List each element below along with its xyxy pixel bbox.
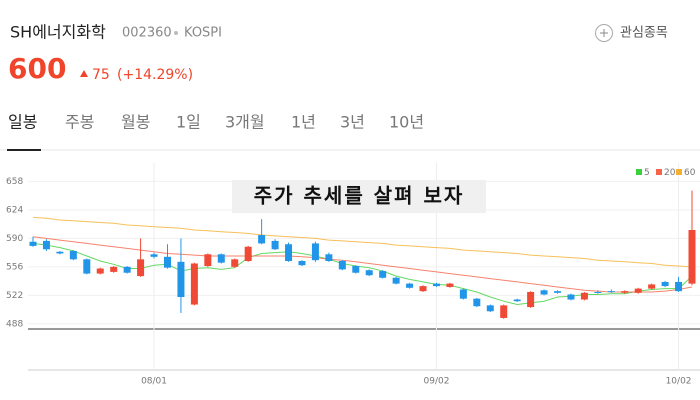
- candle-body: [96, 268, 104, 274]
- plus-icon: [600, 29, 608, 37]
- candle-body: [580, 292, 588, 300]
- y-tick-label: 522: [6, 291, 23, 301]
- candle-body: [244, 246, 252, 261]
- price: 600: [8, 52, 66, 85]
- y-tick-label: 556: [6, 262, 23, 272]
- legend-swatch: [656, 169, 662, 175]
- tab[interactable]: 10년: [389, 113, 424, 132]
- candle-body: [513, 299, 521, 302]
- candle-body: [110, 266, 118, 272]
- candle-body: [42, 240, 50, 250]
- candle-body: [83, 259, 91, 274]
- tab[interactable]: 3개월: [225, 113, 265, 132]
- candle-body: [365, 270, 373, 276]
- legend-swatch: [636, 169, 642, 175]
- candle-body: [527, 291, 535, 308]
- x-tick-label: 08/01: [141, 377, 167, 387]
- y-tick-label: 590: [6, 234, 23, 244]
- up-arrow: [80, 70, 88, 77]
- tab[interactable]: 1일: [176, 113, 201, 132]
- annotation: 주가 추세를 살펴 보자: [254, 184, 465, 208]
- legend-label: 60: [684, 168, 696, 178]
- legend-label: 5: [644, 168, 650, 178]
- candle-body: [688, 230, 696, 284]
- candle-body: [204, 254, 212, 267]
- moving-average: [32, 216, 693, 268]
- legend-swatch: [676, 169, 682, 175]
- watch-label[interactable]: 관심종목: [620, 26, 668, 41]
- candle-body: [634, 288, 642, 293]
- candle-body: [217, 254, 225, 263]
- candle-body: [56, 251, 64, 254]
- candle-body: [473, 298, 481, 307]
- candle-body: [69, 250, 77, 260]
- candle-body: [554, 291, 562, 293]
- x-tick-label: 09/02: [424, 377, 450, 387]
- tab[interactable]: 월봉: [121, 113, 150, 132]
- stock-code: 002360: [122, 26, 172, 41]
- stock-name: SH에너지화학: [10, 23, 106, 42]
- candle-body: [379, 271, 387, 278]
- candle-body: [540, 290, 548, 295]
- candle-body: [285, 244, 293, 261]
- watch-button[interactable]: 관심종목: [595, 24, 668, 42]
- tab[interactable]: 일봉: [8, 113, 37, 132]
- candle-body: [419, 286, 427, 292]
- candle-body: [500, 305, 508, 318]
- candle-body: [190, 263, 198, 305]
- change-pct: (+14.29%): [117, 67, 193, 83]
- candle-body: [231, 259, 239, 267]
- candle-body: [123, 266, 131, 273]
- y-tick-label: 624: [6, 205, 23, 215]
- candle-body: [661, 281, 669, 287]
- candle-body: [271, 240, 279, 250]
- candle-body: [338, 260, 346, 270]
- candle-body: [311, 243, 319, 261]
- tab[interactable]: 주봉: [65, 113, 94, 132]
- change: 75: [92, 67, 110, 83]
- candle-body: [177, 261, 185, 298]
- moving-average: [32, 236, 693, 293]
- candle-body: [150, 254, 158, 257]
- candle-body: [567, 294, 575, 300]
- annotation-bg: [232, 180, 486, 213]
- candle-body: [607, 291, 615, 293]
- candle-body: [392, 277, 400, 284]
- candle-body: [459, 289, 467, 299]
- tab-bar: 일봉 주봉 월봉 1일 3개월 1년 3년 10년: [8, 113, 424, 132]
- legend-label: 20: [664, 168, 676, 178]
- candle-body: [29, 241, 37, 246]
- x-tick-label: 10/02: [666, 377, 692, 387]
- tab[interactable]: 3년: [340, 113, 365, 132]
- candle-body: [137, 259, 145, 277]
- candle-body: [648, 284, 656, 289]
- candle-body: [352, 266, 360, 273]
- candle-body: [298, 260, 306, 266]
- y-tick-label: 488: [6, 319, 23, 329]
- candle-body: [406, 283, 414, 288]
- plus-circle: [595, 24, 613, 42]
- tab[interactable]: 1년: [291, 113, 316, 132]
- candle-body: [486, 305, 494, 312]
- candle-body: [621, 291, 629, 293]
- candle-body: [432, 283, 440, 287]
- candle-body: [325, 254, 333, 261]
- candle-body: [675, 281, 683, 292]
- market: KOSPI: [184, 26, 222, 41]
- separator-dot: [174, 31, 178, 35]
- candle-body: [258, 235, 266, 244]
- y-tick-label: 658: [6, 177, 23, 187]
- candle-body: [163, 256, 171, 268]
- candle-body: [446, 283, 454, 287]
- candle-body: [594, 291, 602, 293]
